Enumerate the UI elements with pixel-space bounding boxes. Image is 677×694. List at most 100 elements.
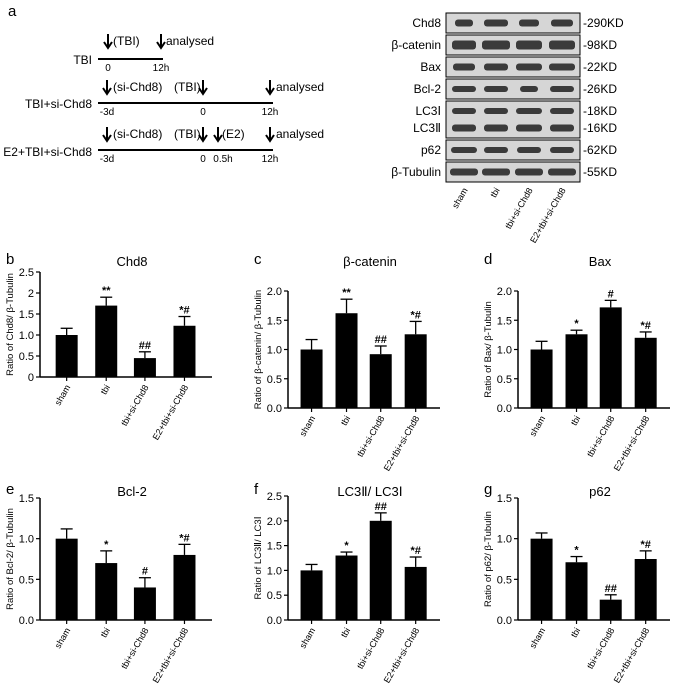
bar: [530, 349, 553, 408]
blot-band: [548, 168, 576, 176]
significance-label: *#: [640, 539, 650, 551]
blot-band: [516, 40, 542, 50]
y-tick-label: 0.0: [19, 615, 34, 627]
event-label: analysed: [276, 80, 324, 94]
scheme-tbi: TBI (TBI) 0 analysed 12h: [73, 34, 214, 74]
blot-lane-label: E2+tbi+si-Chd8: [528, 186, 568, 245]
scheme-e2-tbi-si-chd8: E2+TBI+si-Chd8 (si-Chd8) -3d (TBI) 0 (E2…: [3, 127, 324, 165]
y-tick-label: 0: [28, 372, 34, 384]
blot-strip: [445, 56, 581, 78]
panel-letter: e: [6, 481, 14, 498]
x-tick-label: tbi+si-Chd8: [585, 414, 617, 459]
arrow-down-icon: [198, 127, 208, 143]
blot-band: [549, 40, 575, 50]
arrow-down-icon: [265, 127, 275, 143]
x-tick-label: sham: [298, 626, 318, 650]
significance-label: *#: [179, 305, 189, 317]
x-tick-label: sham: [298, 414, 318, 438]
bar: [300, 570, 323, 620]
blot-band: [484, 63, 508, 71]
blot-band: [484, 147, 508, 153]
bar: [335, 555, 358, 620]
event-label: analysed: [276, 127, 324, 141]
event-label: (si-Chd8): [113, 127, 162, 141]
panel-letter: g: [484, 481, 492, 498]
x-tick-label: E2+tbi+si-Chd8: [151, 626, 191, 685]
bar: [565, 562, 588, 620]
arrow-down-icon: [102, 127, 112, 143]
y-tick-label: 0.5: [267, 374, 282, 386]
blot-protein-label: p62: [421, 143, 441, 157]
significance-label: *: [574, 318, 579, 330]
y-tick-label: 1.5: [497, 493, 512, 505]
blot-band: [550, 147, 574, 153]
significance-label: *#: [640, 320, 650, 332]
blot-band: [549, 63, 575, 71]
blot-band: [517, 147, 541, 153]
bar: [55, 335, 78, 377]
significance-label: *: [344, 540, 349, 552]
x-tick-label: E2+tbi+si-Chd8: [612, 626, 652, 685]
blot-strip: [445, 78, 581, 100]
y-tick-label: 2: [28, 288, 34, 300]
arrow-down-icon: [156, 34, 166, 50]
time-tick: 0: [200, 154, 206, 165]
x-tick-label: sham: [53, 383, 73, 407]
y-tick-label: 1.5: [267, 315, 282, 327]
blot-band: [484, 86, 508, 92]
blot-size-label: -18KD: [583, 104, 617, 118]
y-tick-label: 2.5: [19, 267, 34, 279]
bar: [133, 587, 156, 620]
panel-letter-a: a: [8, 3, 17, 20]
panel-a: a TBI (TBI) 0 analysed 12h TBI+si-Chd8 (…: [3, 3, 324, 165]
time-tick: 0.5h: [213, 154, 232, 165]
significance-label: ##: [375, 501, 387, 513]
blot-band: [451, 147, 477, 153]
y-tick-label: 1.0: [19, 534, 34, 546]
x-tick-label: tbi: [99, 383, 112, 396]
bar: [599, 599, 622, 620]
x-tick-label: E2+tbi+si-Chd8: [382, 626, 422, 685]
chart-title: p62: [589, 484, 611, 499]
significance-label: *#: [179, 532, 189, 544]
blot-band: [452, 124, 476, 132]
bar: [300, 349, 323, 408]
blot-protein-label: Bcl-2: [414, 82, 442, 96]
blot-size-label: -16KD: [583, 121, 617, 135]
blot-band: [484, 124, 508, 132]
y-tick-label: 0.0: [267, 615, 282, 627]
blot-band: [453, 63, 475, 71]
significance-label: *#: [410, 309, 420, 321]
event-label: (si-Chd8): [113, 80, 162, 94]
y-tick-label: 2.0: [267, 516, 282, 528]
chart-panel-c: c β-catenin Ratio of β-catenin/ β-Tubulin 0…: [253, 251, 440, 473]
x-tick-label: tbi+si-Chd8: [119, 626, 151, 671]
chart-title: Chd8: [116, 254, 147, 269]
arrow-down-icon: [213, 127, 223, 143]
bar: [173, 325, 196, 377]
y-tick-label: 0.0: [497, 403, 512, 415]
y-tick-label: 2.5: [267, 491, 282, 503]
blot-strip: [445, 161, 581, 183]
blot-band: [484, 108, 508, 114]
blot-band: [482, 168, 510, 176]
arrow-down-icon: [103, 34, 113, 50]
significance-label: ##: [605, 583, 617, 595]
bar: [530, 538, 553, 620]
y-tick-label: 1.5: [19, 493, 34, 505]
blot-lane-label: tbi+si-Chd8: [503, 186, 535, 231]
chart-panel-b: b Chd8 Ratio of Chd8/ β-Tubulin 0 0.5 1.0 1.5 2…: [5, 251, 212, 442]
blot-strip: [445, 139, 581, 161]
panel-letter: c: [254, 251, 262, 268]
bar: [95, 563, 118, 620]
x-tick-label: sham: [528, 414, 548, 438]
blot-protein-label: β-Tubulin: [391, 165, 441, 179]
blot-band: [455, 19, 473, 27]
x-tick-label: E2+tbi+si-Chd8: [612, 414, 652, 473]
chart-title: LC3Ⅱ/ LC3Ⅰ: [337, 484, 402, 499]
x-tick-label: tbi+si-Chd8: [119, 383, 151, 428]
event-label: (E2): [222, 127, 245, 141]
y-axis-label: Ratio of Chd8/ β-Tubulin: [5, 273, 16, 376]
